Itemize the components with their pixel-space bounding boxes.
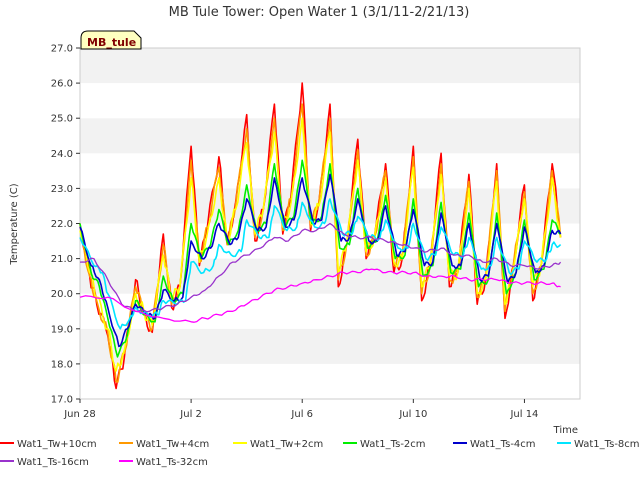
y-tick-label: 20.0: [51, 289, 73, 300]
grid-band: [80, 223, 580, 259]
y-tick-label: 24.0: [51, 149, 73, 160]
series-line-wat1-tw-2cm: [79, 117, 562, 372]
legend-label: Wat1_Ts-4cm: [470, 439, 536, 450]
legend-label: Wat1_Ts-2cm: [360, 439, 426, 450]
annotation-label: MB_tule: [87, 36, 136, 49]
y-tick-label: 19.0: [51, 324, 73, 335]
grid-band: [80, 363, 580, 399]
y-tick-label: 21.0: [51, 254, 73, 265]
x-tick-label: Jul 10: [398, 409, 427, 420]
grid-band: [80, 48, 580, 84]
series-line-wat1-ts-16cm: [79, 222, 562, 313]
legend-label: Wat1_Ts-8cm: [574, 439, 640, 450]
x-tick-label: Jul 6: [290, 409, 313, 420]
grid-band: [80, 328, 580, 364]
x-tick-label: Jul 14: [509, 409, 538, 420]
series-line-wat1-ts-32cm: [79, 268, 561, 323]
y-tick-label: 25.0: [51, 114, 73, 125]
y-axis-label: Temperature (C): [9, 183, 20, 265]
site-annotation: MB_tule: [80, 30, 142, 50]
annotation-box: [80, 30, 142, 50]
y-tick-label: 26.0: [51, 79, 73, 90]
y-axis-ticks: 17.0 18.0 19.0 20.0 21.0 22.0 23.0 24.0 25.0 26.0…: [51, 44, 80, 406]
legend: Wat1_Tw+10cm Wat1_Tw+4cm Wat1_Tw+2cm Wat1_T…: [0, 439, 640, 468]
legend-label: Wat1_Tw+4cm: [136, 439, 209, 450]
x-axis-label: Time: [553, 425, 578, 436]
legend-label: Wat1_Ts-32cm: [136, 457, 208, 468]
y-tick-label: 23.0: [51, 184, 73, 195]
series-line-wat1-ts-8cm: [79, 198, 562, 330]
grid-band: [80, 188, 580, 224]
y-tick-label: 18.0: [51, 359, 73, 370]
y-tick-label: 17.0: [51, 395, 73, 406]
series-lines: [79, 82, 562, 390]
legend-label: Wat1_Tw+2cm: [250, 439, 323, 450]
x-axis-ticks: Jun 28 Jul 2 Jul 6 Jul 10 Jul 14: [63, 399, 538, 420]
x-tick-label: Jun 28: [63, 409, 96, 420]
chart-title: MB Tule Tower: Open Water 1 (3/1/11-2/21…: [169, 5, 470, 20]
y-tick-label: 22.0: [51, 219, 73, 230]
legend-label: Wat1_Ts-16cm: [17, 457, 89, 468]
legend-label: Wat1_Tw+10cm: [17, 439, 97, 450]
y-tick-label: 27.0: [51, 44, 73, 55]
x-tick-label: Jul 2: [179, 409, 202, 420]
grid-band: [80, 293, 580, 329]
